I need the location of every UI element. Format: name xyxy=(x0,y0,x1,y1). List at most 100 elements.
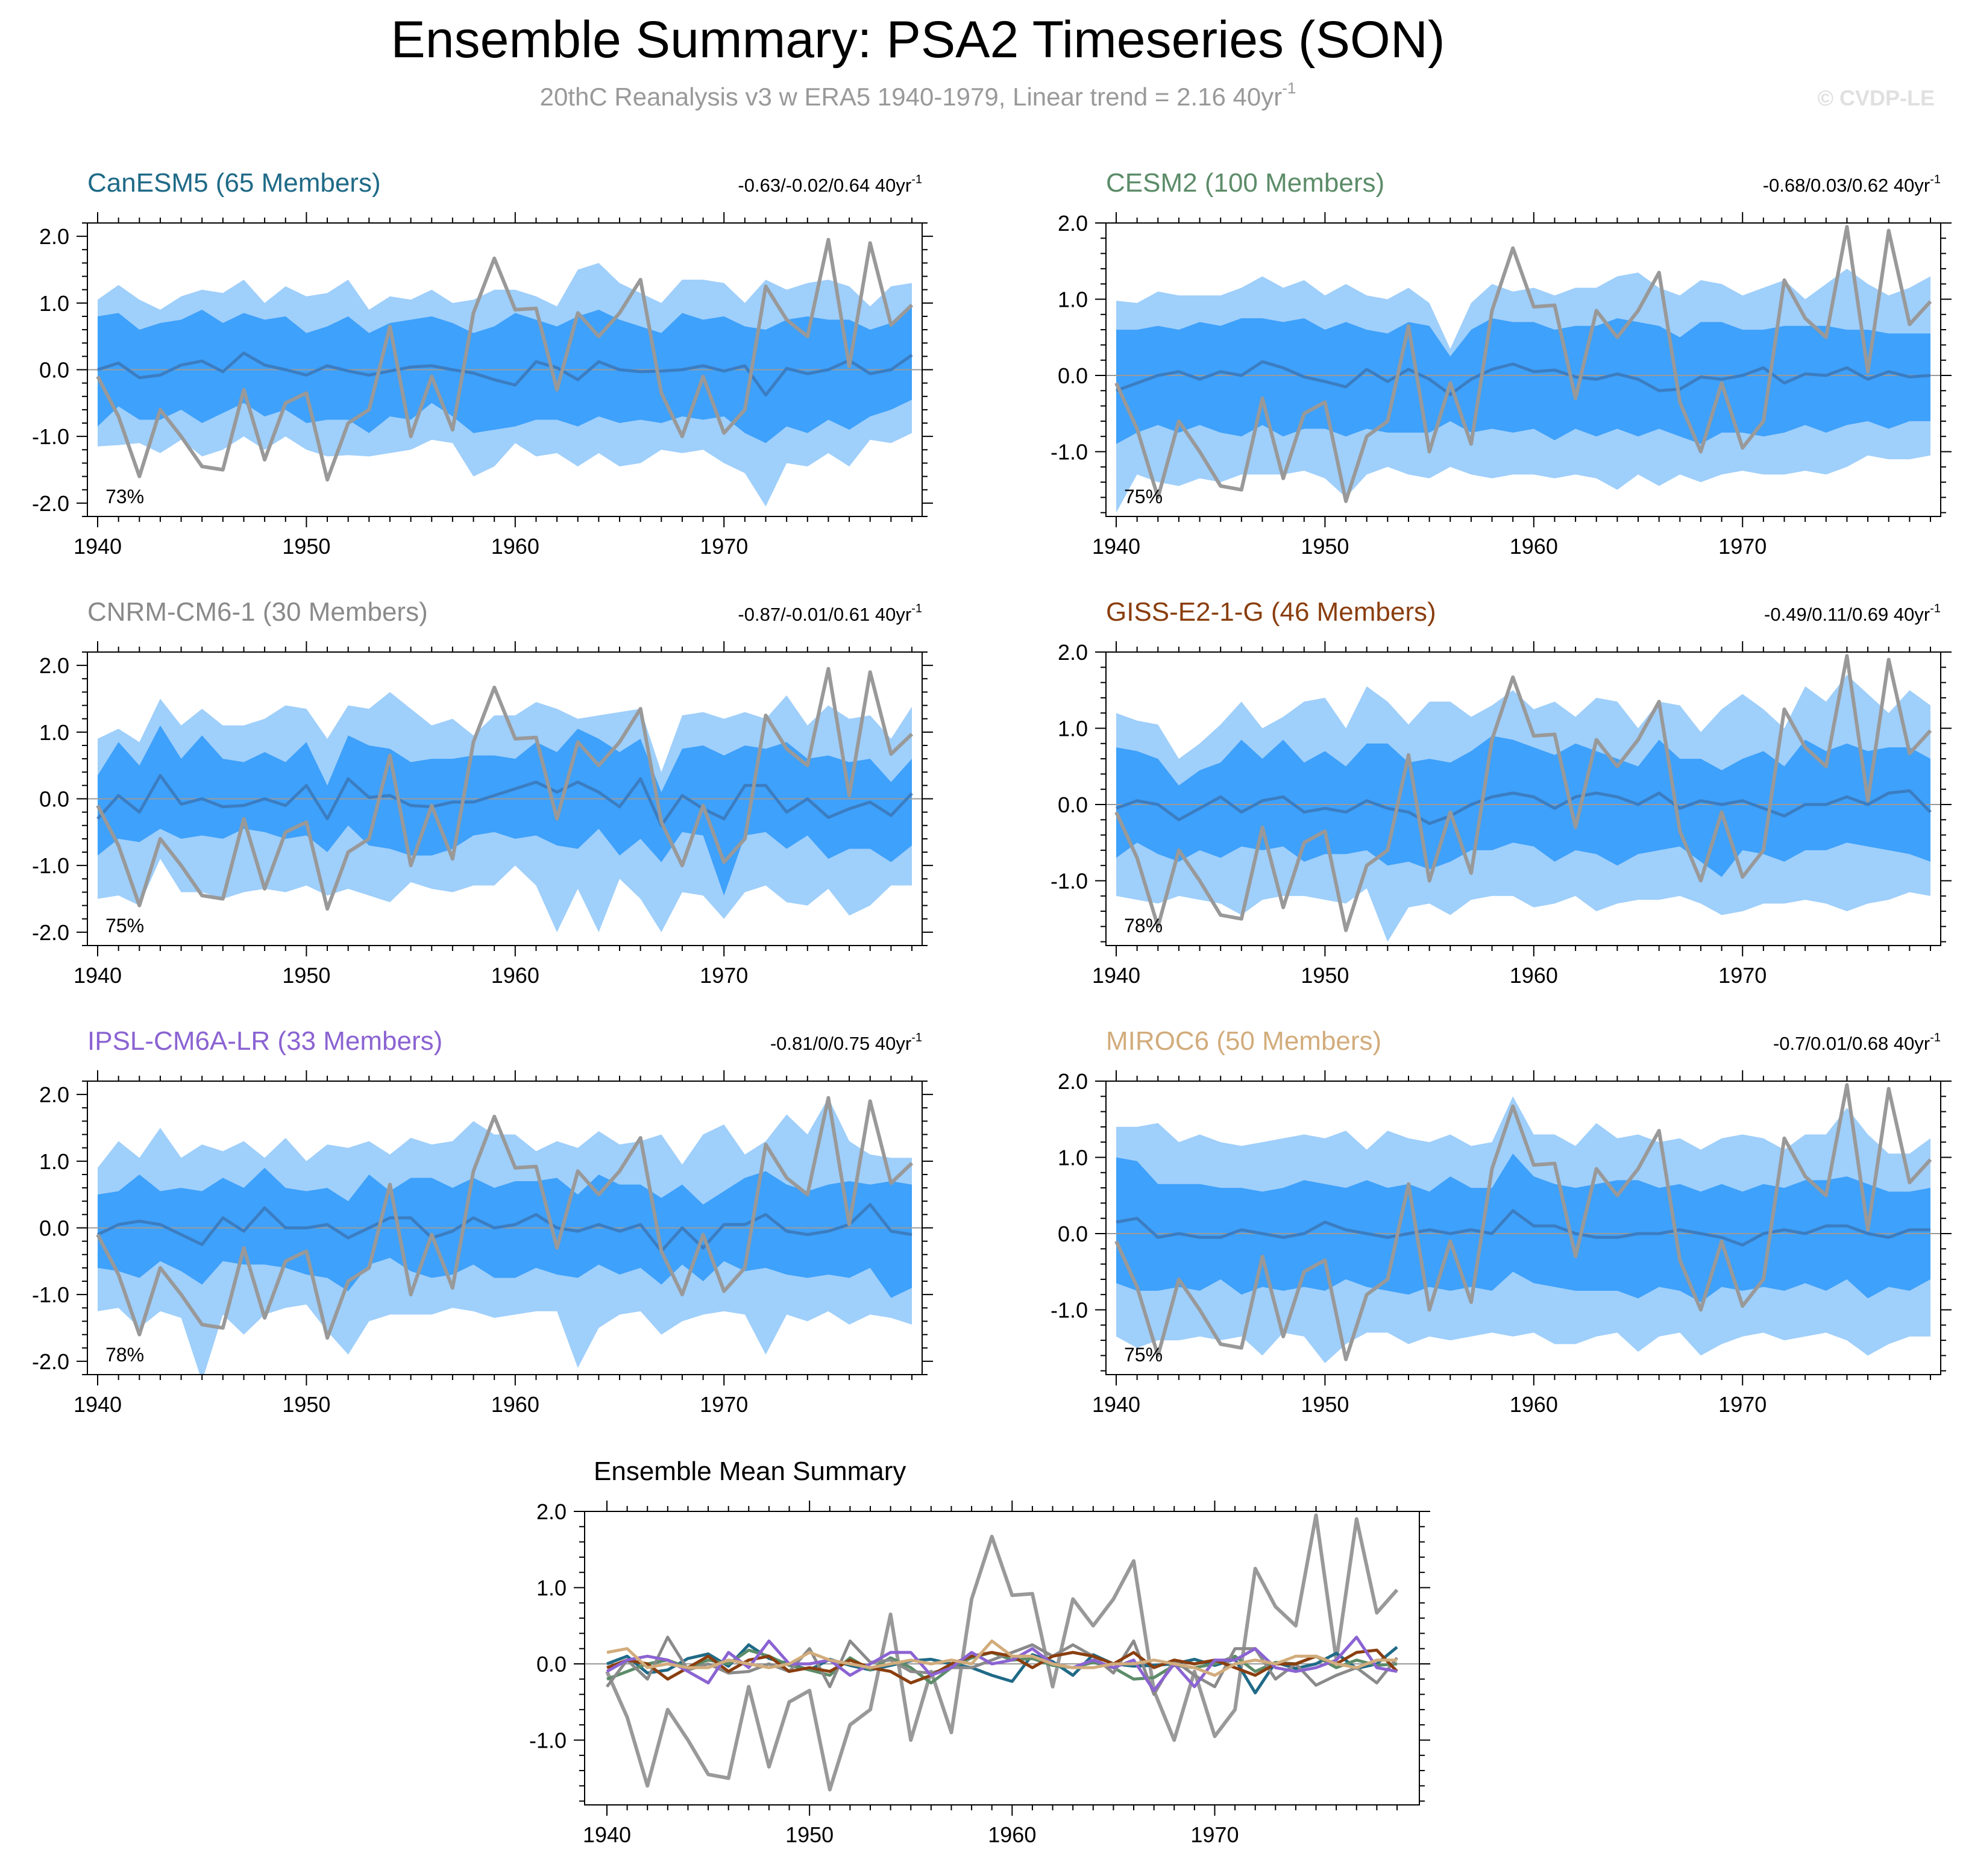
x-tick-label: 1960 xyxy=(1510,963,1558,988)
x-tick-label: 1970 xyxy=(700,1392,748,1417)
x-tick-label: 1960 xyxy=(491,534,539,559)
y-tick-label: 0.0 xyxy=(1058,363,1088,388)
panel-percent: 75% xyxy=(1124,1344,1163,1366)
panel-cesm2: 1940 1950 1960 1970 -1.0 0.0 1.0 2.0 CESM2 (100 … xyxy=(1051,168,1952,559)
band-25-75 xyxy=(98,1167,912,1298)
figure-subtitle: 20thC Reanalysis v3 w ERA5 1940-1979, Li… xyxy=(540,79,1296,111)
plot-area xyxy=(87,1096,922,1375)
y-tick-label: 1.0 xyxy=(39,1149,69,1174)
y-tick-label: -2.0 xyxy=(32,491,69,516)
subtitle-text: 20thC Reanalysis v3 w ERA5 1940-1979, Li… xyxy=(540,83,1283,111)
y-tick-label: -1.0 xyxy=(529,1728,567,1752)
band-25-75 xyxy=(98,306,912,444)
plot-frame xyxy=(1105,651,1941,946)
trend-superscript: -1 xyxy=(911,1031,922,1044)
x-tick-label: 1970 xyxy=(1190,1822,1239,1847)
panel-miroc6: 1940 1950 1960 1970 -1.0 0.0 1.0 2.0 MIROC6 (50 … xyxy=(1051,1026,1952,1417)
trend-value: -0.49/0.11/0.69 40yr xyxy=(1764,604,1930,625)
observed-line xyxy=(1114,1083,1932,1361)
panel-title: IPSL-CM6A-LR (33 Members) xyxy=(87,1026,442,1056)
y-tick-label: 0.0 xyxy=(536,1652,567,1677)
x-tick-label: 1960 xyxy=(988,1822,1036,1847)
panel-trend: -0.87/-0.01/0.61 40yr-1 xyxy=(738,602,922,625)
ensemble-mean-line xyxy=(96,774,913,827)
band-25-75 xyxy=(1116,318,1930,444)
x-tick-label: 1960 xyxy=(491,963,539,988)
subtitle-superscript: -1 xyxy=(1282,79,1296,97)
plot-area xyxy=(1106,1083,1941,1363)
trend-value: -0.68/0.03/0.62 40yr xyxy=(1763,175,1930,196)
y-tick-label: 1.0 xyxy=(1058,716,1088,741)
panel-trend: -0.81/0/0.75 40yr-1 xyxy=(770,1031,922,1054)
trend-value: -0.81/0/0.75 40yr xyxy=(770,1033,911,1054)
y-tick-label: 1.0 xyxy=(39,291,69,316)
x-tick-label: 1940 xyxy=(74,1392,122,1417)
figure-title: Ensemble Summary: PSA2 Timeseries (SON) xyxy=(391,11,1445,69)
x-tick-label: 1950 xyxy=(785,1822,834,1847)
ensemble-mean-line xyxy=(96,1203,912,1253)
x-tick-label: 1950 xyxy=(1301,963,1349,988)
y-tick-label: -1.0 xyxy=(32,424,69,449)
plot-area xyxy=(87,667,922,932)
x-tick-label: 1970 xyxy=(1718,534,1767,559)
x-tick-label: 1950 xyxy=(1301,1392,1349,1417)
x-tick-label: 1940 xyxy=(74,534,122,559)
plot-frame xyxy=(584,1511,1420,1805)
observed-line xyxy=(96,237,914,482)
x-tick-label: 1940 xyxy=(1092,1392,1140,1417)
y-tick-label: -1.0 xyxy=(1051,1297,1088,1322)
panel-canesm5: 1940 1950 1960 1970 -2.0 -1.0 0.0 1.0 2.0 CanESM5… xyxy=(32,168,933,559)
panel-trend: -0.68/0.03/0.62 40yr-1 xyxy=(1763,173,1941,196)
watermark: © CVDP-LE xyxy=(1817,86,1935,110)
plot-area xyxy=(1106,225,1941,513)
ensemble-mean-line xyxy=(1116,789,1932,826)
y-tick-label: 2.0 xyxy=(1058,640,1088,665)
trend-superscript: -1 xyxy=(1930,602,1941,615)
x-tick-label: 1940 xyxy=(1092,963,1140,988)
y-tick-label: 2.0 xyxy=(1058,1069,1088,1094)
panel-title: GISS-E2-1-G (46 Members) xyxy=(1106,597,1436,627)
trend-superscript: -1 xyxy=(911,173,922,186)
y-tick-label: 0.0 xyxy=(1058,792,1088,817)
x-tick-label: 1940 xyxy=(583,1822,631,1847)
x-tick-label: 1950 xyxy=(282,963,330,988)
x-tick-label: 1950 xyxy=(282,1392,330,1417)
ensemble-mean-line xyxy=(1116,1209,1930,1247)
plot-frame xyxy=(1105,1081,1941,1375)
observed-line xyxy=(1114,225,1932,503)
summary-line-cnrm-cm6-1 xyxy=(606,1636,1398,1696)
y-tick-label: 1.0 xyxy=(1058,1145,1088,1170)
x-tick-label: 1970 xyxy=(1718,963,1767,988)
trend-superscript: -1 xyxy=(1930,173,1941,186)
y-tick-label: -1.0 xyxy=(1051,439,1088,464)
trend-value: -0.63/-0.02/0.64 40yr xyxy=(738,175,911,196)
observed-line xyxy=(96,1096,914,1340)
y-tick-label: -1.0 xyxy=(1051,868,1088,893)
observed-line xyxy=(1114,654,1932,932)
trend-superscript: -1 xyxy=(911,602,922,615)
summary-title: Ensemble Mean Summary xyxy=(594,1457,906,1486)
summary-line-ipsl-cm6a-lr xyxy=(606,1636,1398,1692)
x-tick-label: 1970 xyxy=(1718,1392,1767,1417)
panel-cnrm-cm6-1: 1940 1950 1960 1970 -2.0 -1.0 0.0 1.0 2.0 CNRM-CM… xyxy=(32,597,933,988)
trend-value: -0.7/0.01/0.68 40yr xyxy=(1773,1033,1930,1054)
panel-title: MIROC6 (50 Members) xyxy=(1106,1026,1381,1056)
panel-title: CNRM-CM6-1 (30 Members) xyxy=(87,597,428,627)
x-tick-label: 1940 xyxy=(1092,534,1140,559)
ensemble-mean-line xyxy=(1116,360,1931,397)
plot-area xyxy=(585,1513,1419,1792)
y-tick-label: 0.0 xyxy=(39,358,69,383)
observed-line xyxy=(96,667,914,911)
x-tick-label: 1960 xyxy=(491,1392,539,1417)
summary-line-miroc6 xyxy=(606,1639,1397,1677)
y-tick-label: -1.0 xyxy=(32,1282,69,1307)
y-tick-label: 2.0 xyxy=(39,1082,69,1107)
y-tick-label: 1.0 xyxy=(1058,287,1088,312)
panel-percent: 78% xyxy=(105,1344,144,1366)
panel-ipsl-cm6a-lr: 1940 1950 1960 1970 -2.0 -1.0 0.0 1.0 2.0 IPSL-CM… xyxy=(32,1026,933,1417)
x-tick-label: 1970 xyxy=(700,963,748,988)
plot-area xyxy=(87,237,922,507)
ensemble-mean-line xyxy=(97,351,913,397)
x-tick-label: 1960 xyxy=(1510,1392,1558,1417)
